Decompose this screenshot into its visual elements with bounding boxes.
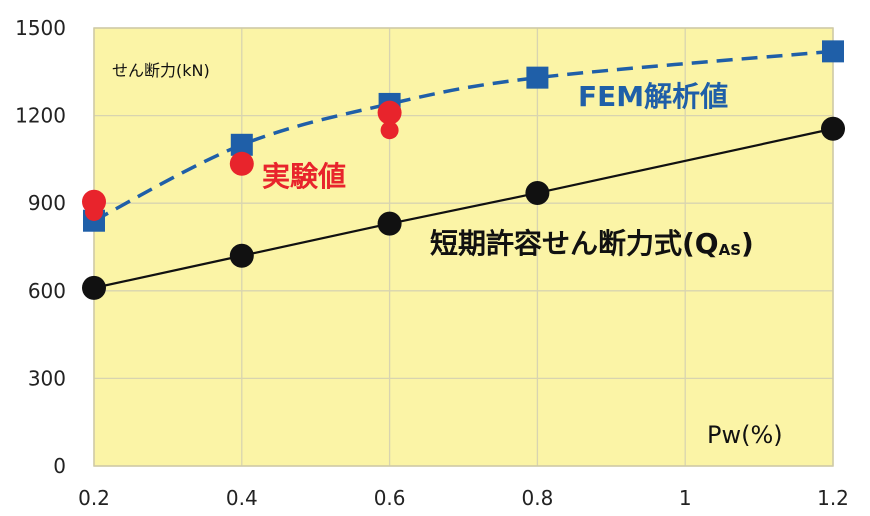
y-axis-label: せん断力(kN) [112,61,210,80]
x-tick-label: 1 [679,486,692,510]
plot-frame [93,27,834,467]
experimental-point [380,121,399,140]
experimental-point [377,100,402,125]
x-axis-ticks: 0.2 0.4 0.6 0.8 1 1.2 [78,486,849,510]
x-tick-label: 0.2 [78,486,110,510]
series-label-allowable: 短期許容せん断力式(QAS) [430,227,754,260]
series-label-allowable-close: ) [741,227,754,260]
x-axis-label: Pw(%) [707,421,783,449]
y-axis-ticks: 0 300 600 900 1200 1500 [15,16,66,478]
series-label-allowable-main: 短期許容せん断力式(Q [430,227,719,260]
fem-point [526,66,549,89]
y-tick-label: 1500 [15,16,66,40]
series-label-fem: FEM解析値 [578,80,728,113]
series-label-experimental: 実験値 [262,160,346,193]
y-tick-label: 600 [28,279,66,303]
series-label-allowable-sub: AS [719,241,741,259]
allowable-point [82,275,106,300]
fem-point [822,40,844,63]
y-tick-label: 0 [53,454,66,478]
x-tick-label: 1.2 [817,486,849,510]
allowable-point [821,116,845,141]
allowable-point [525,180,550,205]
experimental-point [85,202,103,221]
series-layer [82,40,845,300]
experimental-point [229,151,254,176]
fem-point [230,133,253,156]
x-tick-label: 0.8 [521,486,553,510]
y-tick-label: 900 [28,191,66,215]
y-tick-label: 1200 [15,104,66,128]
x-tick-label: 0.4 [226,486,258,510]
allowable-point [377,211,402,236]
series-line-fem [93,49,834,223]
allowable-point [229,243,254,268]
plot-area [94,28,833,466]
y-tick-label: 300 [28,366,66,390]
x-tick-label: 0.6 [374,486,406,510]
